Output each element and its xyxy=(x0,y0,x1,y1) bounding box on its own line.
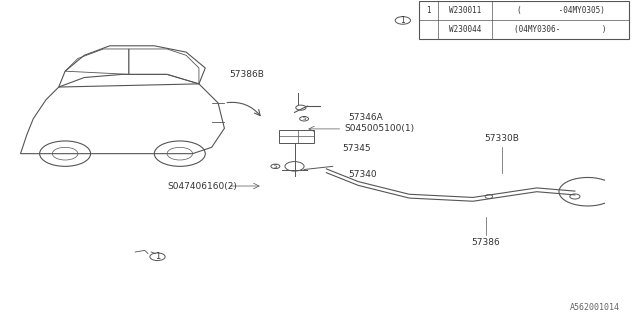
Text: 1: 1 xyxy=(155,252,160,261)
Text: 57386B: 57386B xyxy=(229,70,264,79)
Text: 57386: 57386 xyxy=(471,238,500,247)
Text: W230011: W230011 xyxy=(449,6,481,15)
Text: 57346A: 57346A xyxy=(349,113,383,122)
Text: 1: 1 xyxy=(426,6,431,15)
Text: 57330B: 57330B xyxy=(484,133,519,142)
Text: S: S xyxy=(274,164,277,169)
Text: S047406160(2): S047406160(2) xyxy=(167,181,237,190)
Text: S045005100(1): S045005100(1) xyxy=(344,124,414,133)
Text: 57345: 57345 xyxy=(342,144,371,153)
Text: 57340: 57340 xyxy=(349,170,378,179)
Text: (04MY0306-         ): (04MY0306- ) xyxy=(515,25,607,35)
Text: 1: 1 xyxy=(401,16,405,25)
Text: S: S xyxy=(302,116,306,121)
Bar xyxy=(419,1,629,39)
Text: W230044: W230044 xyxy=(449,25,481,35)
Text: A562001014: A562001014 xyxy=(570,303,620,312)
Text: (        -04MY0305): ( -04MY0305) xyxy=(516,6,605,15)
